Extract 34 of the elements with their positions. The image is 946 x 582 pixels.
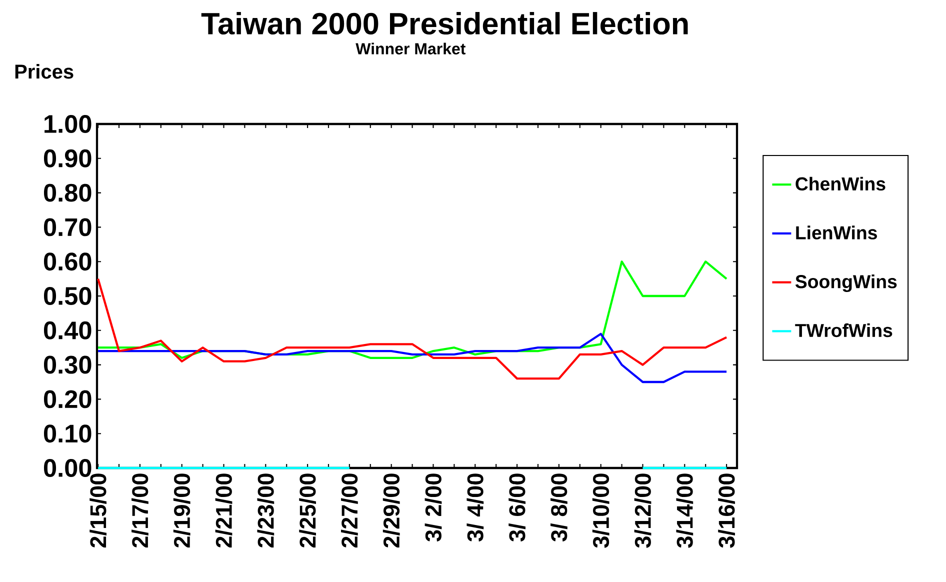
x-tick-label: 3/ 2/00 [424, 474, 442, 542]
y-tick-label: 0.30 [44, 356, 92, 374]
y-tick-label: 0.60 [44, 252, 92, 271]
x-tick-label: 2/19/00 [173, 474, 190, 548]
chart-subtitle: Winner Market [356, 42, 466, 54]
chart-title: Taiwan 2000 Presidential Election [201, 12, 688, 35]
legend-label: SoongWins [795, 274, 897, 292]
x-tick-label: 3/ 6/00 [508, 474, 526, 542]
y-tick-label: 0.20 [44, 390, 92, 408]
x-tick-label: 3/10/00 [592, 474, 610, 548]
legend-label: TWrofWins [795, 323, 892, 338]
y-tick-label: 0.10 [44, 424, 92, 443]
x-tick-label: 2/15/00 [90, 474, 106, 548]
y-tick-label: 0.90 [44, 149, 92, 168]
x-tick-label: 2/29/00 [382, 474, 400, 548]
legend-label: ChenWins [796, 176, 886, 191]
x-tick-label: 3/14/00 [676, 474, 694, 548]
y-tick-label: 1.00 [44, 115, 92, 133]
y-tick-label: 0.40 [44, 321, 92, 340]
y-axis-title: Prices [15, 64, 74, 79]
legend-label: LienWins [796, 226, 877, 240]
y-tick-label: 0.50 [44, 287, 92, 305]
x-tick-label: 3/16/00 [718, 474, 735, 548]
x-tick-label: 3/ 4/00 [466, 474, 484, 542]
x-tick-label: 2/23/00 [257, 474, 274, 548]
x-tick-label: 2/25/00 [299, 474, 316, 548]
y-tick-label: 0.00 [44, 459, 92, 477]
x-tick-label: 2/27/00 [341, 474, 358, 548]
y-tick-label: 0.70 [44, 218, 92, 236]
x-tick-label: 2/21/00 [215, 474, 232, 548]
y-tick-label: 0.80 [44, 184, 92, 202]
x-tick-label: 3/12/00 [634, 474, 652, 548]
x-tick-label: 3/ 8/00 [550, 474, 568, 542]
x-tick-label: 2/17/00 [132, 474, 148, 548]
